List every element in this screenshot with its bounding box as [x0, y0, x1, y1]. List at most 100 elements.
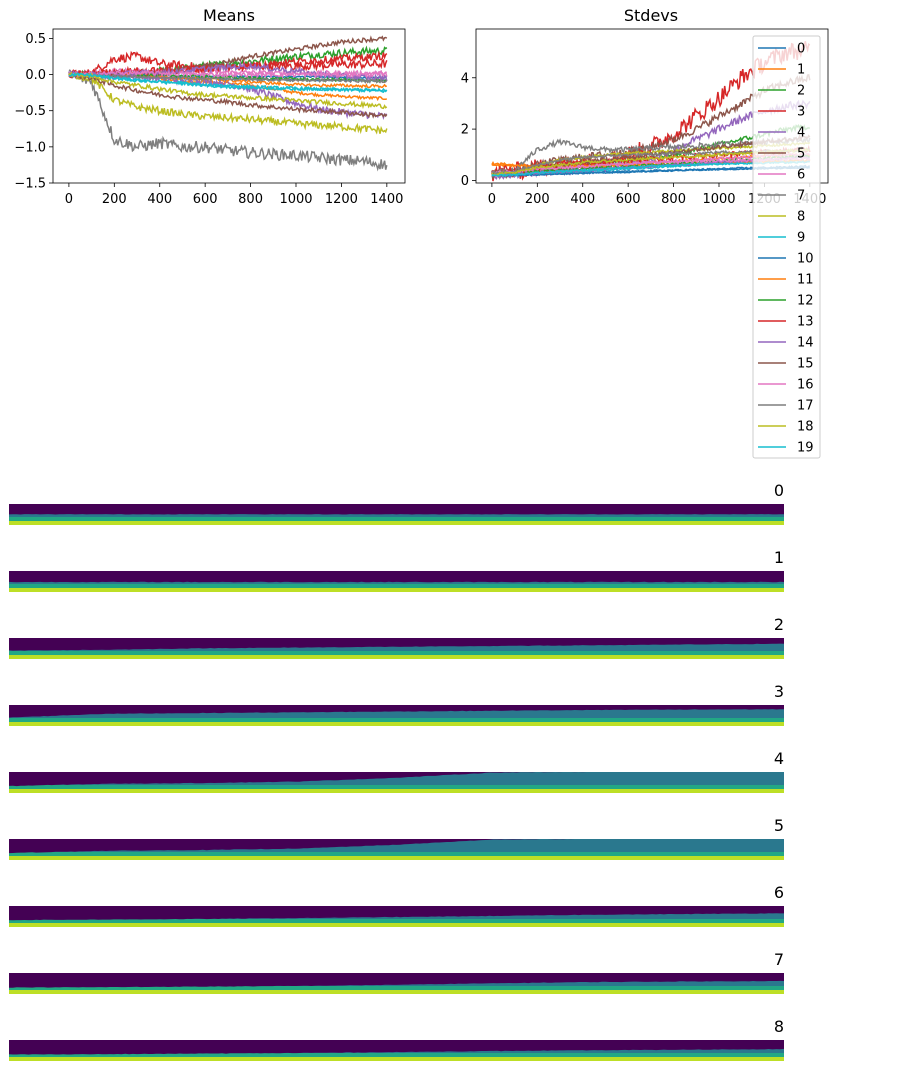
- heatmap-dark-region: [9, 705, 784, 718]
- heatmap-panel-4: 4: [9, 749, 784, 793]
- heatmap-band: [9, 722, 784, 726]
- series-line-16: [68, 68, 388, 79]
- legend-frame: [752, 35, 821, 459]
- legend-label-16: 16: [797, 378, 814, 393]
- y-tick-label: −0.5: [14, 104, 46, 119]
- x-tick-label: 1200: [325, 192, 358, 207]
- series-line-14: [68, 60, 388, 83]
- means-chart: Means 0 200 400 600 800 1000 1200 1400 −1.5 −1.0…: [14, 6, 406, 207]
- y-tick-label: 0: [461, 174, 469, 189]
- heatmap-title: 8: [774, 1017, 784, 1036]
- legend-label-7: 7: [797, 189, 805, 204]
- means-axes-frame: [52, 28, 406, 184]
- means-series-group: [68, 35, 388, 172]
- series-line-7: [68, 69, 388, 172]
- heatmap-band: [9, 517, 784, 521]
- legend-label-11: 11: [797, 273, 814, 288]
- x-tick-label: 200: [102, 192, 127, 207]
- legend-label-18: 18: [797, 420, 814, 435]
- x-tick-label: 0: [488, 192, 496, 207]
- heatmap-panel-1: 1: [9, 548, 784, 592]
- heatmap-band: [9, 785, 784, 789]
- legend-label-15: 15: [797, 357, 814, 372]
- x-tick-label: 0: [65, 192, 73, 207]
- heatmap-band: [9, 919, 784, 923]
- heatmap-band: [9, 1057, 784, 1061]
- y-tick-label: 0.5: [25, 32, 46, 47]
- legend-label-10: 10: [797, 252, 814, 267]
- heatmap-panel-5: 5: [9, 816, 784, 860]
- x-tick-label: 1400: [370, 192, 403, 207]
- legend-label-6: 6: [797, 168, 805, 183]
- heatmap-panels: 0 1 2 3 4 5 6 7 8: [9, 481, 784, 1061]
- heatmap-panel-8: 8: [9, 1017, 784, 1061]
- legend-label-4: 4: [797, 126, 805, 141]
- heatmap-title: 0: [774, 481, 784, 500]
- legend-label-0: 0: [797, 42, 805, 57]
- heatmap-band: [9, 1053, 784, 1057]
- legend-label-9: 9: [797, 231, 805, 246]
- x-tick-label: 400: [147, 192, 172, 207]
- heatmap-band: [9, 584, 784, 588]
- x-tick-label: 1000: [279, 192, 312, 207]
- y-tick-label: 2: [461, 123, 469, 138]
- y-tick-label: 4: [461, 71, 469, 86]
- heatmap-title: 2: [774, 615, 784, 634]
- x-tick-label: 600: [616, 192, 641, 207]
- stdevs-title: Stdevs: [624, 6, 678, 25]
- heatmap-band: [9, 789, 784, 793]
- heatmap-dark-region: [9, 638, 784, 651]
- heatmap-band: [9, 655, 784, 659]
- series-line-15: [68, 72, 388, 119]
- stdevs-y-axis: 0 2 4: [461, 71, 476, 189]
- series-line-19: [68, 72, 387, 93]
- legend-label-2: 2: [797, 84, 805, 99]
- heatmap-panel-0: 0: [9, 481, 784, 525]
- legend-label-5: 5: [797, 147, 805, 162]
- legend-label-1: 1: [797, 63, 805, 78]
- x-tick-label: 400: [570, 192, 595, 207]
- heatmap-dark-region: [9, 571, 784, 583]
- heatmap-dark-region: [9, 839, 784, 854]
- heatmap-panel-7: 7: [9, 950, 784, 994]
- legend-label-8: 8: [797, 210, 805, 225]
- heatmap-dark-region: [9, 906, 784, 921]
- heatmap-panel-2: 2: [9, 615, 784, 659]
- heatmap-band: [9, 521, 784, 525]
- heatmap-title: 1: [774, 548, 784, 567]
- x-tick-label: 1000: [702, 192, 735, 207]
- heatmap-dark-region: [9, 772, 784, 787]
- heatmap-band: [9, 986, 784, 990]
- series-line-8: [68, 72, 388, 135]
- heatmap-band: [9, 588, 784, 592]
- series-line-18: [68, 71, 388, 110]
- stdevs-axes-frame: [475, 28, 829, 184]
- legend-label-14: 14: [797, 336, 814, 351]
- legend-label-17: 17: [797, 399, 814, 414]
- y-tick-label: −1.0: [14, 140, 46, 155]
- x-tick-label: 800: [238, 192, 263, 207]
- heatmap-panel-6: 6: [9, 883, 784, 927]
- means-x-axis: 0 200 400 600 800 1000 1200 1400: [65, 183, 403, 207]
- y-tick-label: 0.0: [25, 68, 46, 83]
- means-title: Means: [203, 6, 255, 25]
- heatmap-title: 3: [774, 682, 784, 701]
- heatmap-band: [9, 923, 784, 927]
- heatmap-dark-region: [9, 1040, 784, 1055]
- legend-label-3: 3: [797, 105, 805, 120]
- heatmap-title: 4: [774, 749, 784, 768]
- legend-label-12: 12: [797, 294, 814, 309]
- heatmap-dark-region: [9, 973, 784, 988]
- legend-label-19: 19: [797, 441, 814, 456]
- heatmap-panel-3: 3: [9, 682, 784, 726]
- heatmap-band: [9, 856, 784, 860]
- heatmap-dark-region: [9, 504, 784, 515]
- heatmap-title: 5: [774, 816, 784, 835]
- heatmap-title: 6: [774, 883, 784, 902]
- y-tick-label: −1.5: [14, 177, 46, 192]
- heatmap-band: [9, 990, 784, 994]
- heatmap-band: [9, 651, 784, 655]
